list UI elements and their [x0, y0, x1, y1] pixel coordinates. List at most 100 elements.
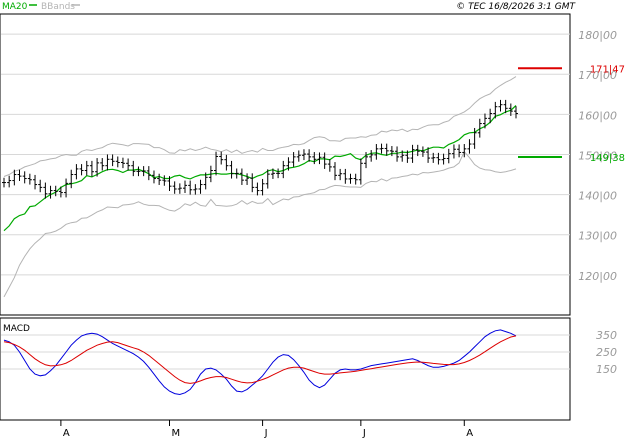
price-bar: [322, 152, 327, 169]
price-bar: [488, 108, 493, 124]
price-bar: [343, 168, 348, 184]
price-bar: [369, 150, 374, 162]
x-tick-label: A: [63, 428, 70, 439]
price-bar: [58, 186, 63, 198]
price-bar: [79, 164, 84, 176]
price-bar: [136, 166, 141, 177]
price-bar: [33, 174, 38, 190]
macd-y-axis: 150 250 350: [596, 329, 617, 376]
price-bar: [508, 103, 513, 116]
price-bar: [203, 172, 208, 190]
price-bar: [498, 99, 503, 112]
price-bar: [353, 173, 358, 185]
price-bar: [296, 150, 301, 162]
price-bar: [151, 170, 156, 184]
x-tick-label: J: [264, 428, 268, 439]
price-bar: [457, 144, 462, 158]
bbands-legend-label: BBands: [41, 2, 75, 12]
price-bar: [162, 175, 167, 186]
price-bar: [131, 160, 136, 177]
price-bar: [389, 146, 394, 157]
price-bars: [2, 99, 518, 199]
price-bar: [405, 150, 410, 163]
macd-lines: [3, 329, 517, 396]
price-bar: [53, 185, 58, 197]
price-bar: [431, 152, 436, 163]
price-bar: [183, 180, 188, 193]
price-bar: [74, 164, 79, 180]
price-bar: [291, 152, 296, 167]
price-bar: [451, 144, 456, 159]
price-bar: [120, 157, 125, 169]
price-bar: [126, 158, 131, 171]
price-bar: [477, 118, 482, 138]
price-bar: [260, 178, 265, 196]
price-bar: [17, 169, 22, 181]
price-bar: [255, 182, 260, 196]
x-tick-label: A: [466, 428, 473, 439]
price-bar: [239, 168, 244, 185]
macd-ytick-label: 150: [596, 363, 617, 376]
price-ytick-label: 180|00: [578, 29, 617, 42]
signal-line: [3, 335, 517, 384]
price-bar: [446, 148, 451, 164]
price-ytick-label: 120|00: [578, 270, 617, 283]
price-bar: [462, 144, 467, 158]
price-bar: [48, 185, 53, 199]
price-ytick-label: 140|00: [578, 190, 617, 203]
price-bar: [43, 182, 48, 199]
price-bar: [374, 144, 379, 160]
macd-ytick-label: 350: [596, 329, 617, 342]
price-bar: [84, 160, 89, 176]
price-bar: [224, 154, 229, 171]
price-ytick-label: 150|00: [578, 149, 617, 162]
price-bar: [482, 113, 487, 129]
price-bar: [188, 180, 193, 195]
price-ytick-label: 170|00: [578, 69, 617, 82]
price-bar: [141, 166, 146, 177]
price-bar: [95, 158, 100, 177]
price-bar: [301, 149, 306, 161]
price-bar: [2, 177, 6, 188]
price-bar: [384, 143, 389, 156]
support-resistance-levels: 171|47 149|38: [518, 64, 625, 164]
price-bar: [198, 179, 203, 194]
price-bar: [265, 169, 270, 189]
price-bar: [100, 158, 105, 171]
price-bar: [110, 154, 115, 167]
price-bar: [146, 166, 151, 181]
price-bar: [420, 146, 425, 157]
price-bar: [270, 168, 275, 179]
price-bar: [467, 139, 472, 154]
price-bar: [312, 152, 317, 165]
copyright-text: © TEC 16/8/2026 3:1 GMT: [456, 2, 576, 12]
price-bar: [400, 150, 405, 162]
price-bar: [250, 173, 255, 193]
price-panel-frame: [0, 13, 571, 316]
price-bar: [514, 106, 518, 119]
ma20-line: [3, 105, 517, 232]
price-bar: [64, 178, 69, 198]
price-bar: [338, 168, 343, 181]
price-bar: [208, 165, 213, 183]
price-bar: [115, 156, 120, 168]
ma20-legend-label: MA20: [2, 2, 28, 12]
ma20-polyline: [3, 105, 517, 232]
price-bar: [410, 144, 415, 163]
price-bar: [317, 152, 322, 165]
price-bar: [12, 169, 17, 186]
resistance-label: 171|47: [590, 64, 625, 75]
price-bar: [177, 183, 182, 194]
price-bar: [493, 101, 498, 119]
price-bar: [193, 184, 198, 195]
bb-lower-line: [3, 150, 517, 298]
price-bar: [219, 151, 224, 165]
price-ytick-label: 130|00: [578, 230, 617, 243]
price-bar: [172, 181, 177, 194]
price-bar: [395, 146, 400, 162]
price-bar: [415, 144, 420, 157]
x-tick-label: M: [171, 428, 180, 439]
price-bar: [348, 173, 353, 184]
